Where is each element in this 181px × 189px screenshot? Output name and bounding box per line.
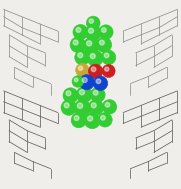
Circle shape xyxy=(88,100,104,115)
Circle shape xyxy=(101,115,105,120)
Circle shape xyxy=(72,76,84,87)
Circle shape xyxy=(87,50,103,66)
Circle shape xyxy=(79,75,94,90)
Circle shape xyxy=(66,91,71,96)
Circle shape xyxy=(75,50,90,65)
Circle shape xyxy=(64,103,69,108)
Circle shape xyxy=(90,53,95,59)
Circle shape xyxy=(78,66,83,70)
Circle shape xyxy=(101,50,116,65)
Circle shape xyxy=(99,25,113,39)
Circle shape xyxy=(96,79,101,84)
Circle shape xyxy=(90,88,105,102)
Circle shape xyxy=(76,63,89,77)
Circle shape xyxy=(70,37,86,53)
Circle shape xyxy=(76,87,92,102)
Circle shape xyxy=(73,24,88,40)
Circle shape xyxy=(74,78,78,82)
Circle shape xyxy=(61,100,77,115)
Circle shape xyxy=(102,64,115,77)
Circle shape xyxy=(104,53,109,58)
Circle shape xyxy=(89,28,94,33)
Circle shape xyxy=(91,67,96,72)
Circle shape xyxy=(73,40,78,45)
Circle shape xyxy=(105,102,110,107)
Circle shape xyxy=(102,100,117,114)
Circle shape xyxy=(87,41,92,46)
Circle shape xyxy=(85,25,101,41)
Circle shape xyxy=(91,103,96,108)
Circle shape xyxy=(82,78,87,82)
Circle shape xyxy=(74,116,79,121)
Circle shape xyxy=(102,28,106,32)
Circle shape xyxy=(100,40,104,45)
Circle shape xyxy=(83,37,100,54)
Circle shape xyxy=(74,100,91,116)
Circle shape xyxy=(96,37,112,52)
Circle shape xyxy=(71,113,86,128)
Circle shape xyxy=(77,103,83,108)
Circle shape xyxy=(78,53,83,58)
Circle shape xyxy=(84,113,100,129)
Circle shape xyxy=(98,113,112,127)
Circle shape xyxy=(76,27,81,32)
Circle shape xyxy=(79,90,85,95)
Circle shape xyxy=(63,88,78,103)
Circle shape xyxy=(105,67,109,71)
Circle shape xyxy=(88,64,103,79)
Circle shape xyxy=(93,90,98,95)
Circle shape xyxy=(89,19,94,23)
Circle shape xyxy=(88,116,93,121)
Circle shape xyxy=(86,16,100,30)
Circle shape xyxy=(93,76,108,91)
